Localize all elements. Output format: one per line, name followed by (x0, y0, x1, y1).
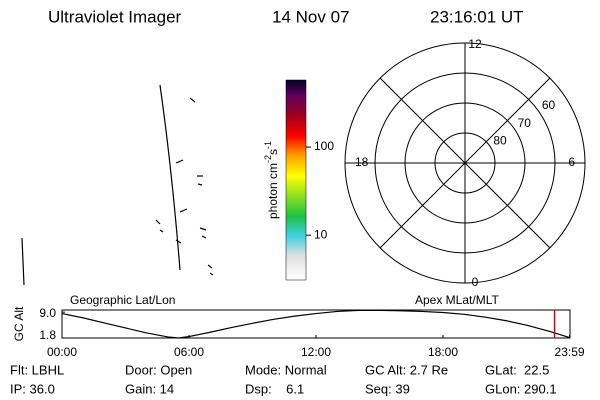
instrument: Ultraviolet Imager (48, 7, 182, 26)
lat-label: 70 (518, 116, 532, 130)
right-label: Apex MLat/MLT (415, 293, 499, 307)
x-tick-label: 23:59 (555, 345, 585, 359)
status-field: Flt: LBHL (10, 362, 64, 377)
limb (159, 84, 181, 271)
lat-label: 80 (493, 133, 507, 147)
alt-line (61, 309, 571, 339)
status-field: GC Alt: 2.7 Re (365, 362, 448, 377)
x-tick-label: 06:00 (174, 345, 204, 359)
streak (175, 239, 182, 244)
streak (209, 272, 214, 276)
y-tick-label: 1.8 (39, 328, 56, 342)
unit-part: s (266, 149, 280, 155)
streak (199, 227, 207, 231)
colorbar (285, 79, 307, 281)
spoke (379, 77, 551, 249)
y-label: GC Alt (12, 306, 26, 341)
status-field: Gain: 14 (125, 381, 174, 396)
streak (155, 219, 161, 225)
status-field: Seq: 39 (365, 381, 410, 396)
plot-frame (61, 309, 571, 339)
left-label: Geographic Lat/Lon (70, 293, 175, 307)
streak (201, 235, 207, 239)
streak (179, 208, 188, 213)
streak (21, 237, 25, 286)
time: 23:16:01 UT (430, 7, 524, 26)
lat-label: 60 (542, 98, 556, 112)
x-tick-label: 18:00 (428, 345, 458, 359)
colorbar-label: photon cm-2s-1 (263, 141, 280, 219)
streak (197, 183, 203, 186)
unit-part: photon cm (266, 163, 280, 219)
colorbar-tick-label: 100 (314, 139, 334, 153)
status-field: Door: Open (125, 362, 192, 377)
mlt-label: 0 (472, 275, 479, 289)
streak (175, 159, 184, 164)
status-field: IP: 36.0 (10, 381, 55, 396)
mlt-label: 18 (355, 155, 369, 169)
streak (159, 229, 164, 233)
date: 14 Nov 07 (272, 7, 350, 26)
colorbar-tick-label: 10 (314, 227, 328, 241)
mlt-label: 12 (468, 37, 482, 51)
mlt-label: 6 (568, 155, 575, 169)
unit-part: -2 (263, 155, 273, 163)
status-field: Mode: Normal (245, 362, 327, 377)
status-field: GLat: 22.5 (485, 362, 549, 377)
streak (189, 97, 196, 103)
status-field: GLon: 290.1 (485, 381, 557, 396)
unit-part: -1 (263, 141, 273, 149)
image-panel (21, 84, 214, 286)
y-tick-label: 9.0 (39, 306, 56, 320)
streak (207, 264, 213, 269)
x-tick-label: 12:00 (301, 345, 331, 359)
status-field: Dsp: 6.1 (245, 381, 304, 396)
x-tick-label: 00:00 (47, 345, 77, 359)
